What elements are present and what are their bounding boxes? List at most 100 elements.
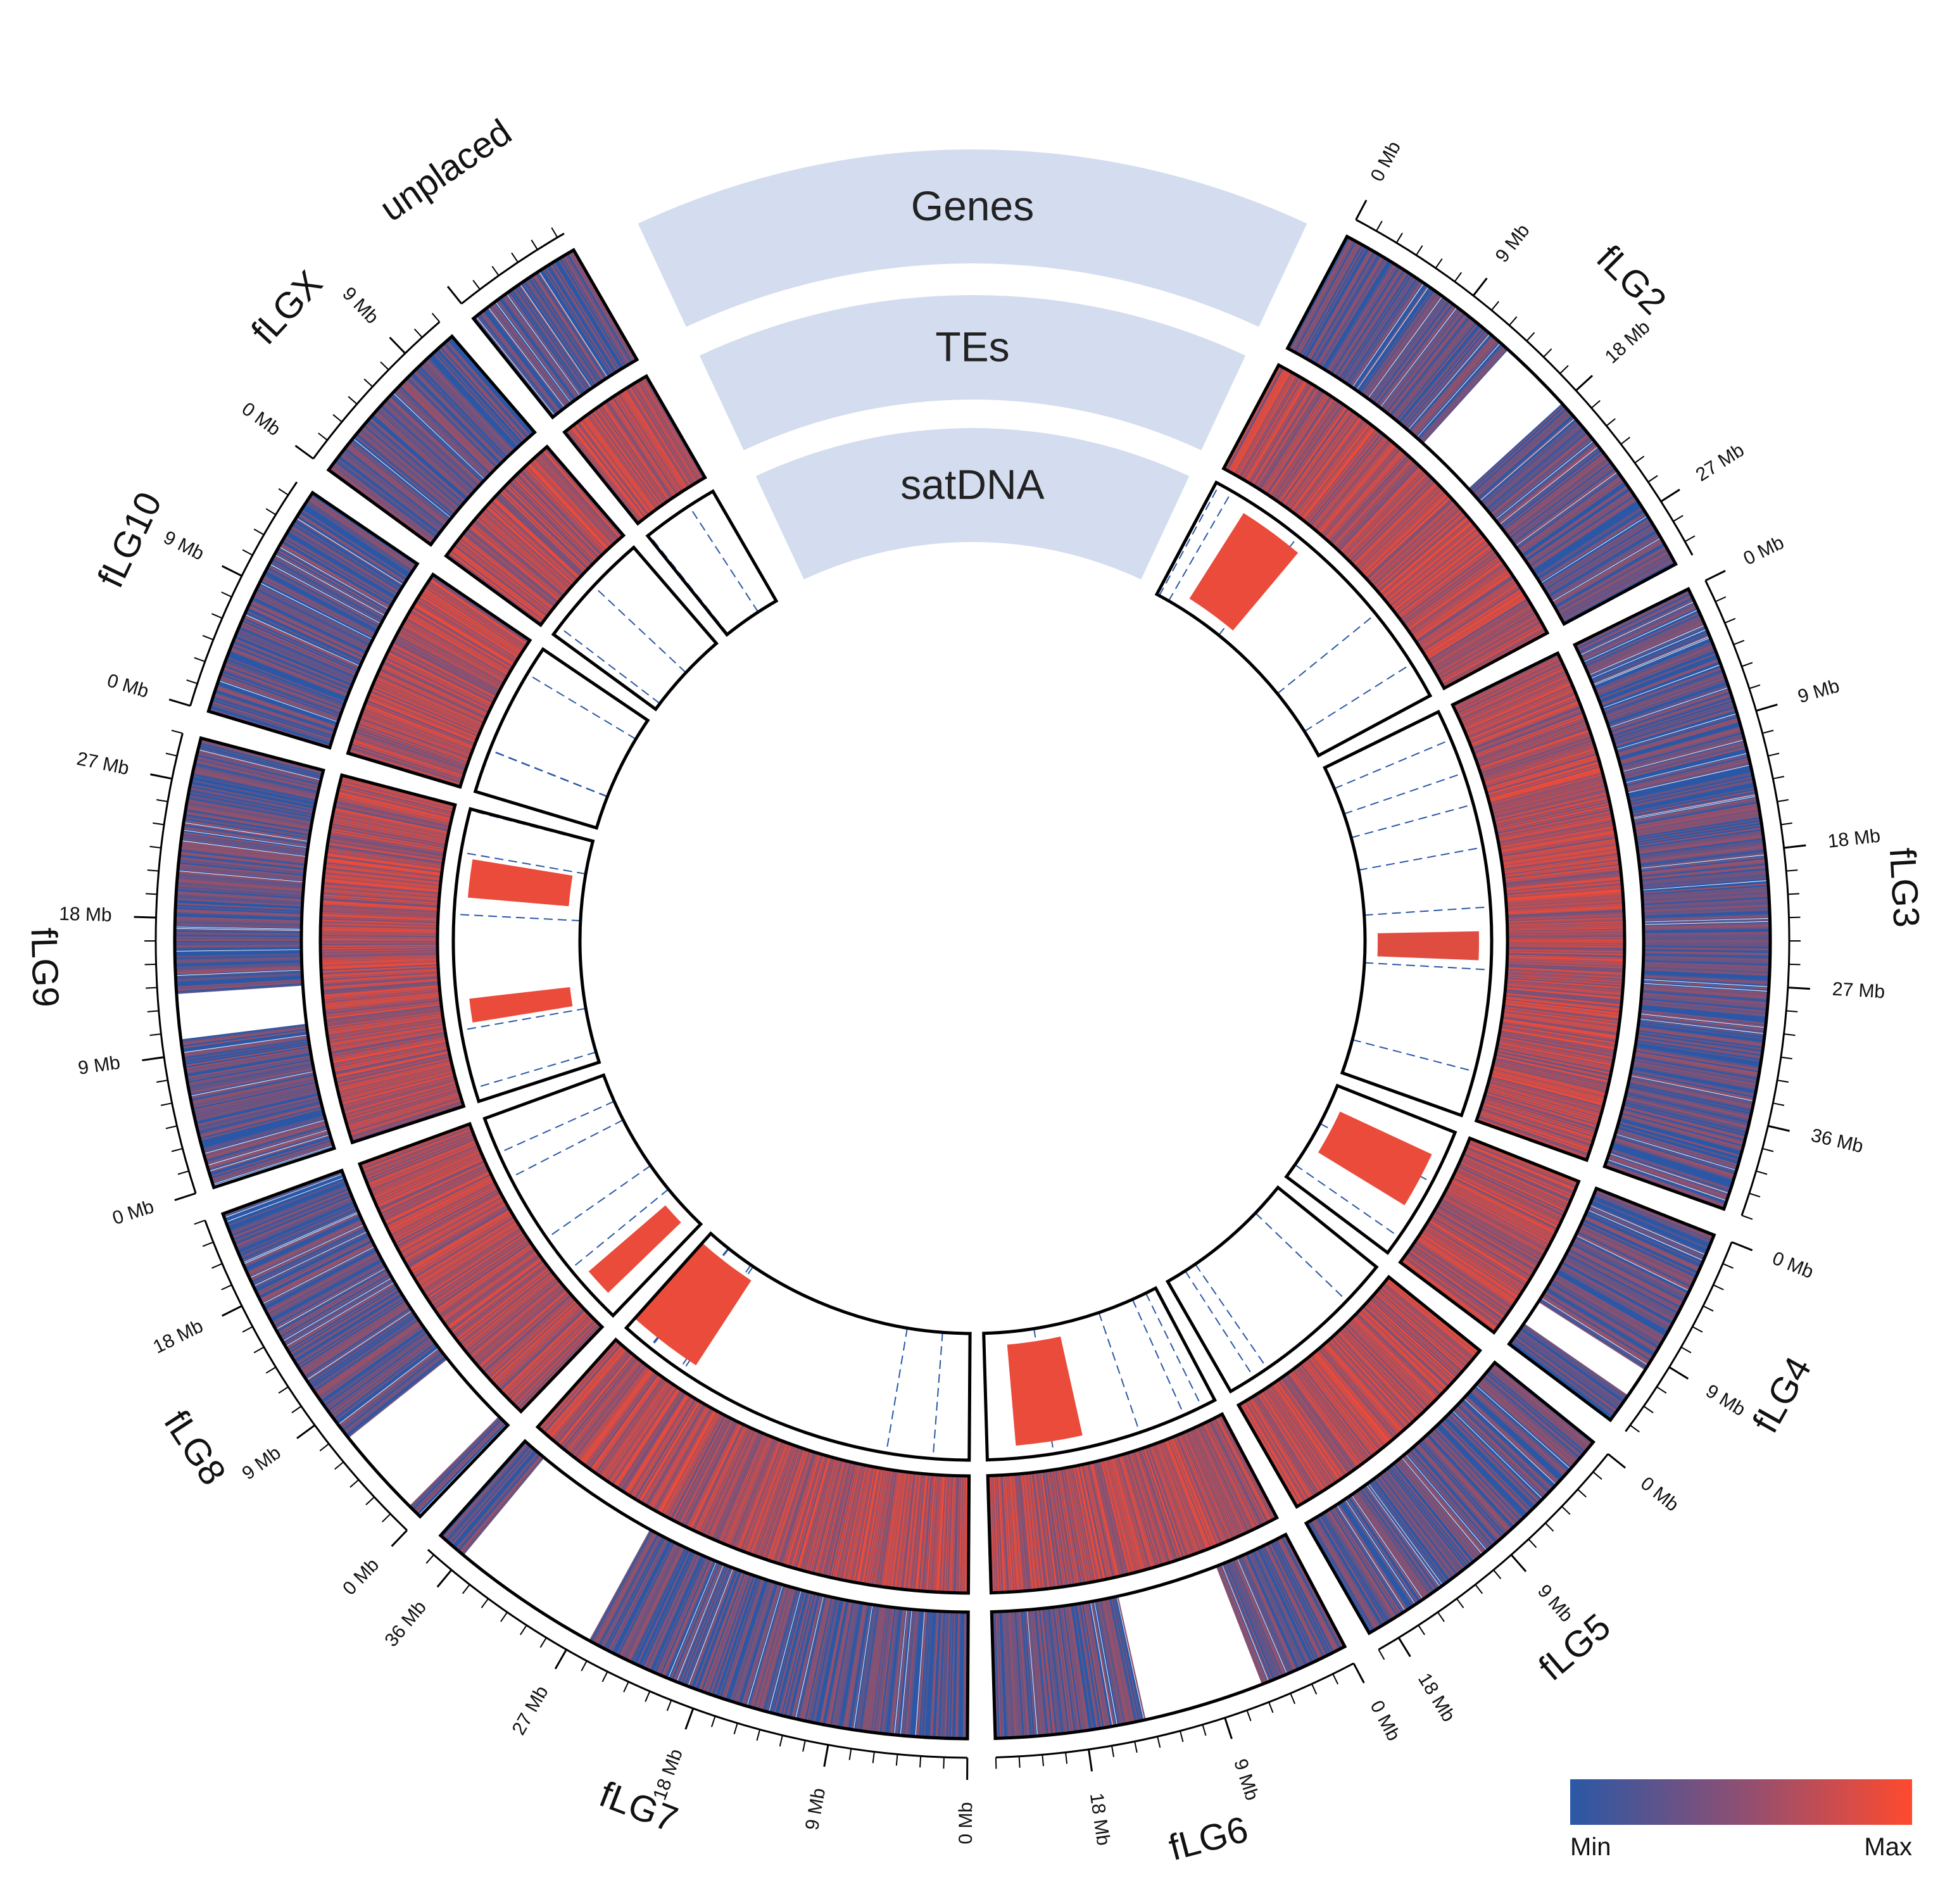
gene-density-bin bbox=[1498, 444, 1599, 525]
te-density-bin bbox=[1318, 1348, 1395, 1439]
gene-density-bin bbox=[1323, 1513, 1390, 1622]
te-density-bin bbox=[1235, 373, 1295, 476]
te-density-bin bbox=[1455, 660, 1562, 712]
gene-density-bin bbox=[1026, 1610, 1038, 1736]
gene-density-bin bbox=[1471, 407, 1566, 493]
te-density-bin bbox=[1501, 841, 1618, 860]
gene-density-bin bbox=[184, 1045, 310, 1067]
te-density-bin bbox=[322, 899, 439, 908]
te-density-bin bbox=[1365, 498, 1452, 579]
gene-density-bin bbox=[1635, 1046, 1761, 1068]
gene-density-bin bbox=[1580, 1223, 1696, 1278]
te-density-bin bbox=[1307, 432, 1382, 524]
te-density-bin bbox=[472, 1283, 563, 1360]
gene-density-bin bbox=[409, 1416, 500, 1508]
gene-density-bin bbox=[180, 845, 306, 862]
gene-density-bin bbox=[1635, 1041, 1761, 1062]
te-density-bin bbox=[1378, 515, 1468, 593]
te-density-bin bbox=[1360, 1308, 1447, 1390]
gene-density-bin bbox=[1264, 1544, 1321, 1660]
gene-density-bin bbox=[1572, 1240, 1687, 1299]
te-density-bin bbox=[1499, 1037, 1615, 1059]
te-density-bin bbox=[1290, 1371, 1360, 1466]
gene-density-bin bbox=[833, 1601, 857, 1727]
gene-density-bin bbox=[186, 803, 312, 827]
te-density-bin bbox=[475, 1287, 565, 1364]
te-density-bin bbox=[1173, 1437, 1218, 1546]
gene-density-bin bbox=[1634, 809, 1760, 832]
gene-density-bin bbox=[411, 1418, 501, 1510]
te-density-bin bbox=[1358, 1311, 1444, 1393]
gene-density-bin bbox=[175, 912, 302, 918]
te-density-bin bbox=[1266, 1388, 1331, 1487]
te-density-bin bbox=[356, 725, 468, 765]
te-density-bin bbox=[784, 1453, 819, 1566]
te-density-bin bbox=[1474, 715, 1585, 757]
te-density-bin bbox=[1394, 539, 1488, 613]
gene-density-bin bbox=[259, 1242, 374, 1301]
te-density-bin bbox=[462, 1273, 555, 1347]
te-density-bin bbox=[351, 743, 463, 779]
te-density-bin bbox=[1505, 988, 1622, 1000]
gene-density-bin bbox=[1636, 824, 1762, 845]
te-density-bin bbox=[355, 731, 466, 770]
te-density-bin bbox=[1377, 514, 1467, 592]
te-density-bin bbox=[1158, 1442, 1200, 1553]
te-density-bin bbox=[1238, 375, 1297, 477]
te-density-bin bbox=[842, 1465, 867, 1580]
gene-density-bin bbox=[268, 1256, 381, 1318]
te-density-bin bbox=[507, 1316, 592, 1399]
gene-density-bin bbox=[1639, 848, 1765, 865]
te-density-bin bbox=[1324, 1343, 1402, 1432]
gene-density-bin bbox=[1266, 1544, 1323, 1658]
te-density-bin bbox=[457, 1269, 551, 1342]
te-density-bin bbox=[1412, 1245, 1509, 1313]
gene-density-bin bbox=[1566, 1252, 1680, 1313]
te-density-bin bbox=[1208, 1420, 1261, 1527]
te-density-bin bbox=[1439, 1202, 1542, 1260]
te-density-bin bbox=[324, 864, 441, 879]
te-density-bin bbox=[1314, 439, 1390, 530]
te-density-bin bbox=[1083, 1464, 1109, 1579]
te-density-bin bbox=[1287, 413, 1356, 508]
te-density-bin bbox=[552, 1350, 629, 1441]
te-density-bin bbox=[1269, 1385, 1335, 1484]
gene-density-bin bbox=[1354, 1492, 1428, 1597]
te-density-bin bbox=[1438, 1202, 1542, 1261]
gene-density-bin bbox=[1080, 1603, 1103, 1729]
te-density-bin bbox=[363, 709, 473, 752]
te-density-bin bbox=[435, 1244, 532, 1312]
te-density-bin bbox=[603, 1382, 670, 1479]
gene-density-bin bbox=[236, 631, 355, 682]
te-density-bin bbox=[365, 1135, 475, 1179]
te-density-bin bbox=[569, 1361, 643, 1454]
gene-density-bin bbox=[246, 610, 362, 664]
gene-density-bin bbox=[1237, 1558, 1288, 1675]
te-density-bin bbox=[1416, 1238, 1514, 1305]
te-density-bin bbox=[911, 1473, 924, 1591]
gene-density-bin bbox=[1247, 1552, 1302, 1669]
te-density-bin bbox=[1312, 1353, 1388, 1444]
te-density-bin bbox=[655, 1408, 713, 1511]
te-density-bin bbox=[1294, 420, 1366, 515]
te-density-bin bbox=[1005, 1475, 1014, 1592]
te-density-bin bbox=[903, 1473, 917, 1590]
te-density-bin bbox=[329, 1030, 445, 1050]
te-density-bin bbox=[1463, 1152, 1571, 1201]
gene-density-bin bbox=[1553, 541, 1664, 607]
te-density-bin bbox=[399, 1196, 503, 1253]
te-density-bin bbox=[1466, 689, 1575, 736]
te-density-bin bbox=[338, 1065, 453, 1094]
gene-density-bin bbox=[1642, 980, 1769, 990]
te-density-bin bbox=[392, 1185, 497, 1240]
te-density-bin bbox=[1165, 1439, 1209, 1549]
te-density-bin bbox=[1359, 1309, 1445, 1392]
te-density-bin bbox=[362, 709, 472, 752]
te-density-bin bbox=[1485, 1090, 1599, 1125]
te-density-bin bbox=[1017, 1473, 1029, 1591]
gene-density-bin bbox=[257, 586, 372, 643]
te-density-bin bbox=[746, 1442, 788, 1553]
te-density-bin bbox=[1466, 1147, 1575, 1193]
te-density-bin bbox=[361, 712, 472, 755]
te-density-bin bbox=[344, 1083, 458, 1116]
